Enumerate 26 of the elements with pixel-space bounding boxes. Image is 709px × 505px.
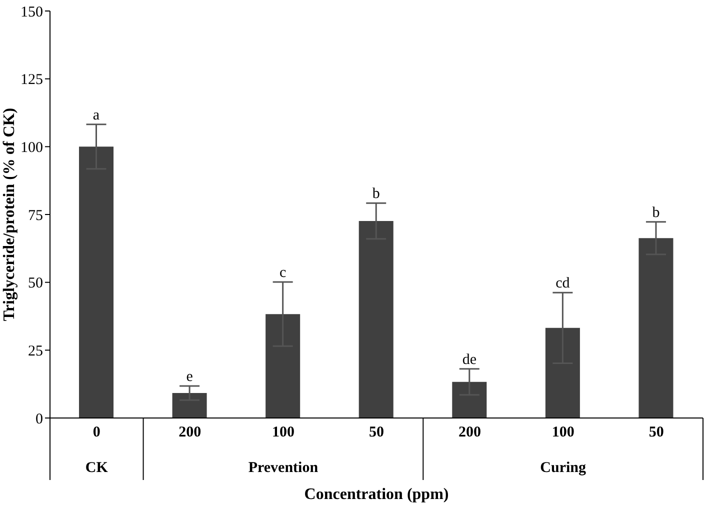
data-label: c <box>279 265 286 282</box>
data-label: cd <box>556 276 570 292</box>
text: CK <box>85 460 108 476</box>
x-tick-label: 50 <box>648 424 664 441</box>
text: Prevention <box>248 460 319 476</box>
x-tick-label: 100 <box>272 424 294 441</box>
y-tick-label: 125 <box>20 72 43 88</box>
data-label: b <box>652 204 660 221</box>
x-tick-label: 100 <box>552 424 574 441</box>
x-tick-label: 200 <box>458 424 482 441</box>
y-tick-label: 150 <box>20 4 43 20</box>
y-tick-label: 0 <box>36 411 43 428</box>
data-label: e <box>186 368 194 385</box>
text: Curing <box>540 460 586 476</box>
x-axis-title: Concentration (ppm) <box>304 486 449 503</box>
x-tick-label: 0 <box>92 424 100 441</box>
x-tick-label: 200 <box>178 424 202 441</box>
data-label: de <box>462 352 477 368</box>
y-tick-label: 75 <box>28 208 43 224</box>
y-tick-label: 100 <box>20 140 43 156</box>
y-axis-title: Triglyceride/protein (% of CK) <box>1 108 18 322</box>
data-label: a <box>92 107 100 124</box>
data-label: b <box>372 186 380 202</box>
x-tick-label: 50 <box>369 424 384 441</box>
y-tick-label: 25 <box>28 343 43 360</box>
y-tick-label: 50 <box>28 276 43 292</box>
